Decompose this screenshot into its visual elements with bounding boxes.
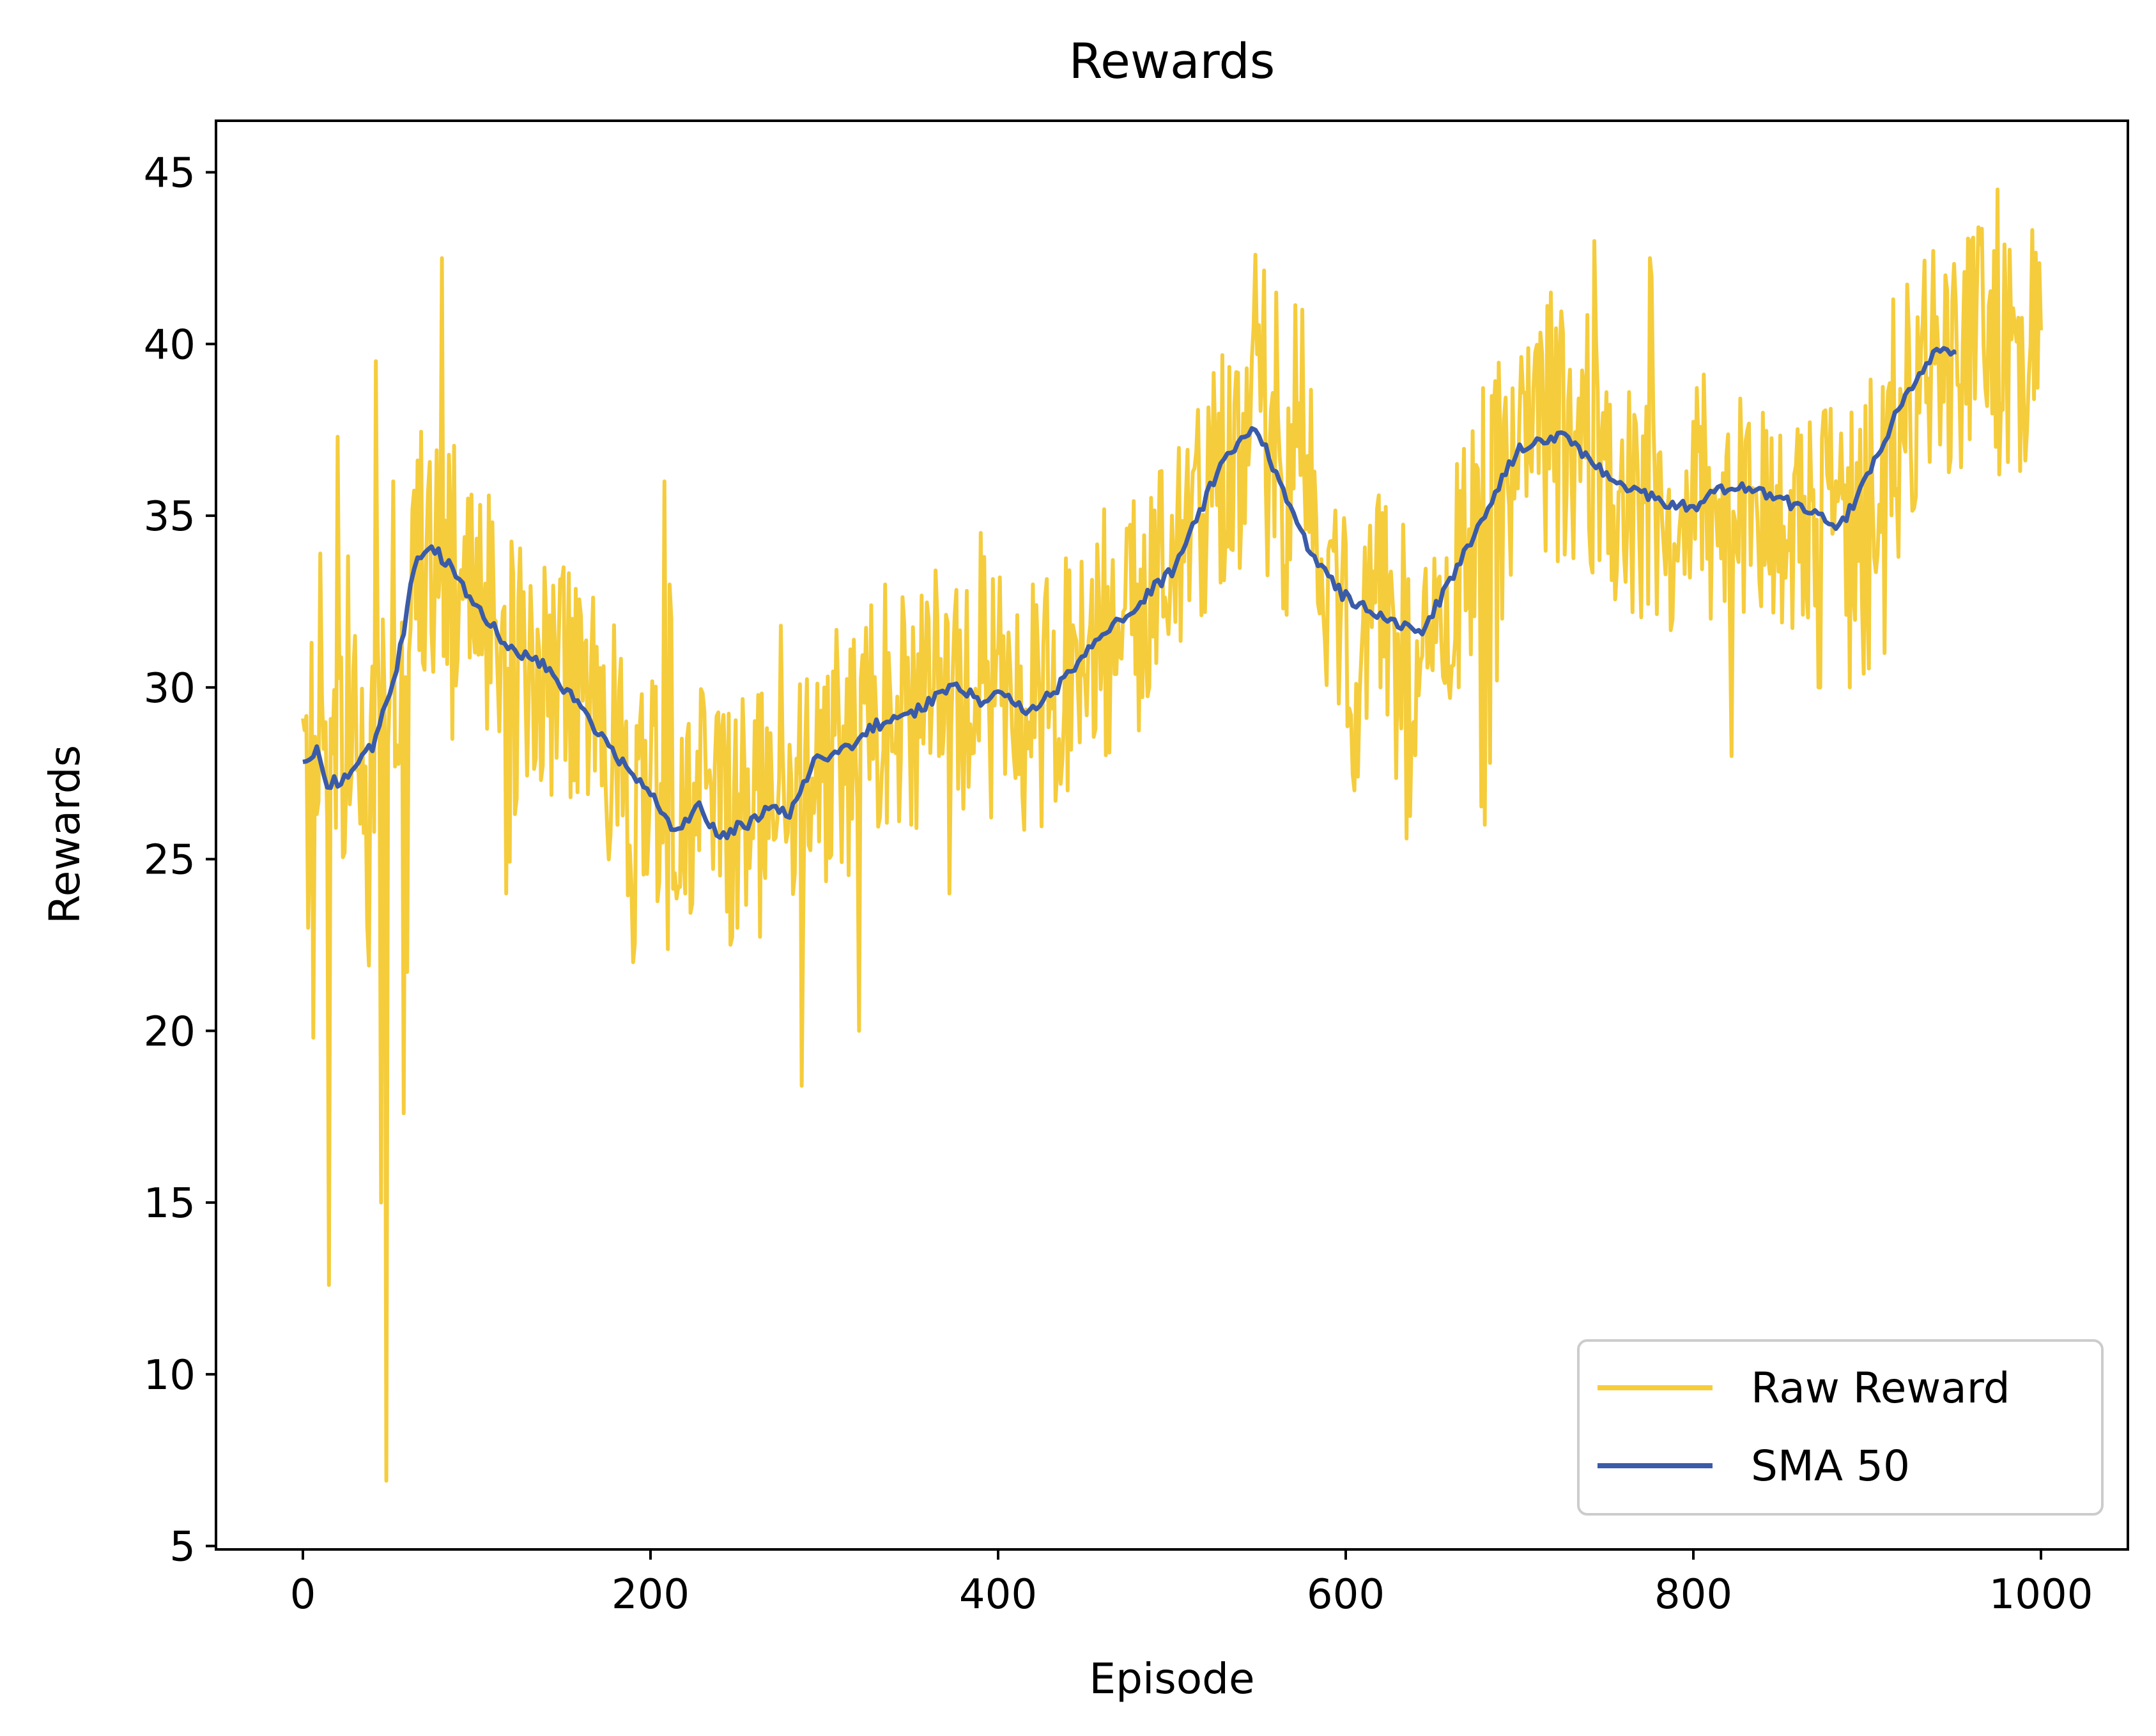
legend: Raw Reward SMA 50	[1577, 1339, 2104, 1516]
x-tick-label: 800	[1654, 1571, 1732, 1618]
y-tick-label: 5	[169, 1524, 196, 1571]
legend-label-sma-50: SMA 50	[1751, 1441, 1910, 1491]
x-tick-label: 0	[290, 1571, 316, 1618]
plot-frame	[215, 119, 2129, 1551]
legend-label-raw-reward: Raw Reward	[1751, 1363, 2010, 1413]
y-tick-label: 25	[144, 837, 196, 884]
x-axis: 0 200 400 600 800 1000	[290, 1549, 2093, 1618]
y-tick-label: 20	[144, 1008, 196, 1056]
legend-box	[1577, 1339, 2104, 1516]
y-axis-label: Rewards	[40, 745, 89, 924]
y-tick-label: 30	[144, 665, 196, 712]
y-tick-label: 15	[144, 1180, 196, 1227]
series-line-sma-50	[302, 346, 1957, 840]
y-tick-label: 45	[144, 150, 196, 197]
y-tick-label: 40	[144, 321, 196, 369]
x-axis-label: Episode	[1089, 1654, 1254, 1703]
chart-title: Rewards	[1069, 33, 1275, 89]
series-line-raw-reward	[301, 187, 2043, 1483]
x-tick-label: 400	[959, 1571, 1037, 1618]
y-tick-label: 35	[144, 493, 196, 541]
x-tick-label: 200	[612, 1571, 689, 1618]
y-tick-label: 10	[144, 1352, 196, 1399]
series-layer	[301, 187, 2043, 1483]
plot-area	[215, 119, 2129, 1551]
y-axis: 5 10 15 20 25 30 35 40 45	[144, 150, 216, 1571]
x-tick-label: 1000	[1989, 1571, 2093, 1618]
x-tick-label: 600	[1307, 1571, 1385, 1618]
